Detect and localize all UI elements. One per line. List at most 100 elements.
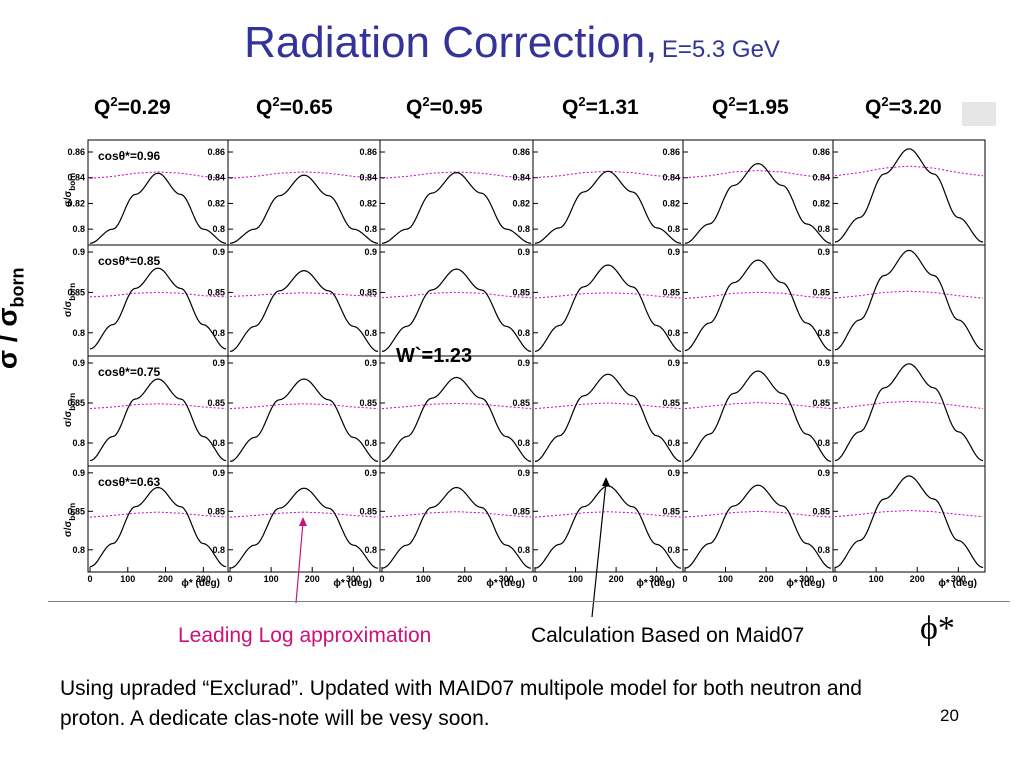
panel-frame bbox=[227, 355, 381, 467]
x-tick-label: 300 bbox=[649, 574, 664, 584]
panel-y-label-sub: born bbox=[68, 173, 77, 191]
panel-frame bbox=[227, 465, 381, 573]
maid07-curve bbox=[834, 148, 984, 243]
x-tick-label: 0 bbox=[532, 574, 537, 584]
page-number: 20 bbox=[940, 706, 959, 725]
leading-log-curve bbox=[834, 165, 984, 177]
panel-y-label-sub: born bbox=[68, 283, 77, 301]
x-tick-label: 0 bbox=[682, 574, 687, 584]
w-label: W`=1.23 bbox=[396, 345, 473, 367]
y-tick-label: 0.9 bbox=[667, 247, 680, 257]
y-tick-label: 0.9 bbox=[817, 468, 830, 478]
y-tick-label: 0.8 bbox=[517, 224, 530, 234]
y-tick-label: 0.9 bbox=[364, 468, 377, 478]
maid07-arrowhead bbox=[602, 477, 610, 486]
y-tick-label: 0.85 bbox=[359, 287, 377, 297]
maid07-curve bbox=[534, 485, 682, 569]
panel-frame bbox=[682, 465, 834, 573]
x-tick-label: 300 bbox=[196, 574, 211, 584]
x-tick-label: 100 bbox=[718, 574, 733, 584]
maid07-curve bbox=[534, 264, 682, 352]
panel-frame bbox=[379, 355, 534, 467]
maid07-curve bbox=[89, 378, 227, 462]
leading-log-curve bbox=[684, 510, 832, 518]
row-label: cosθ*=0.85 bbox=[98, 254, 161, 268]
y-tick-label: 0.9 bbox=[817, 358, 830, 368]
y-tick-label: 0.9 bbox=[517, 247, 530, 257]
maid07-curve bbox=[534, 373, 682, 462]
y-tick-label: 0.82 bbox=[662, 198, 680, 208]
leading-log-curve bbox=[89, 403, 227, 410]
y-tick-label: 0.85 bbox=[812, 287, 830, 297]
y-tick-label: 0.85 bbox=[662, 506, 680, 516]
x-axis-label: ϕ* (deg) bbox=[486, 578, 525, 589]
title-energy: E=5.3 GeV bbox=[661, 36, 780, 63]
y-tick-label: 0.8 bbox=[212, 545, 225, 555]
y-tick-label: 0.86 bbox=[359, 147, 377, 157]
leading-log-curve bbox=[534, 511, 682, 518]
divider-line bbox=[48, 601, 1010, 602]
panel-y-label-sub: born bbox=[68, 503, 77, 521]
x-tick-label: 200 bbox=[609, 574, 624, 584]
y-tick-label: 0.8 bbox=[817, 224, 830, 234]
leading-log-curve bbox=[229, 171, 379, 179]
leading-log-curve bbox=[229, 292, 379, 297]
x-axis-label: ϕ* (deg) bbox=[786, 578, 825, 589]
q2-label-4: Q2=1.31 bbox=[562, 94, 639, 119]
y-tick-label: 0.82 bbox=[512, 198, 530, 208]
y-tick-label: 0.8 bbox=[667, 545, 680, 555]
maid07-curve bbox=[834, 475, 984, 569]
x-tick-label: 100 bbox=[120, 574, 135, 584]
y-tick-label: 0.9 bbox=[72, 358, 85, 368]
y-tick-label: 0.86 bbox=[207, 147, 225, 157]
leading-log-annotation: Leading Log approximation bbox=[178, 624, 432, 647]
x-axis-label: ϕ* (deg) bbox=[181, 578, 220, 589]
y-tick-label: 0.82 bbox=[207, 198, 225, 208]
leading-log-curve bbox=[229, 511, 379, 518]
x-tick-label: 300 bbox=[499, 574, 514, 584]
y-tick-label: 0.84 bbox=[812, 173, 830, 183]
y-tick-label: 0.8 bbox=[72, 438, 85, 448]
x-tick-label: 100 bbox=[416, 574, 431, 584]
row-label: cosθ*=0.63 bbox=[98, 475, 161, 489]
maid07-curve bbox=[229, 174, 379, 244]
maid07-curve bbox=[684, 162, 832, 244]
maid07-curve bbox=[834, 249, 984, 351]
q2-label-2: Q2=0.65 bbox=[256, 94, 333, 119]
y-tick-label: 0.85 bbox=[812, 506, 830, 516]
y-tick-label: 0.85 bbox=[662, 287, 680, 297]
x-tick-label: 0 bbox=[379, 574, 384, 584]
y-tick-label: 0.85 bbox=[662, 398, 680, 408]
leading-log-curve bbox=[684, 402, 832, 410]
y-tick-label: 0.86 bbox=[512, 147, 530, 157]
y-tick-label: 0.82 bbox=[812, 198, 830, 208]
x-axis-label: ϕ* (deg) bbox=[333, 578, 372, 589]
y-tick-label: 0.86 bbox=[812, 147, 830, 157]
title-main: Radiation Correction, bbox=[244, 18, 658, 67]
y-tick-label: 0.8 bbox=[517, 438, 530, 448]
maid07-curve bbox=[89, 172, 227, 244]
y-tick-label: 0.84 bbox=[207, 173, 225, 183]
panel-frame bbox=[682, 244, 834, 357]
y-tick-label: 0.85 bbox=[67, 398, 85, 408]
panel-frame bbox=[682, 139, 834, 246]
y-tick-label: 0.8 bbox=[517, 545, 530, 555]
q2-label-3: Q2=0.95 bbox=[406, 94, 483, 119]
leading-log-curve bbox=[534, 402, 682, 410]
y-tick-label: 0.85 bbox=[359, 506, 377, 516]
maid07-arrow bbox=[591, 481, 607, 618]
leading-log-curve bbox=[381, 291, 532, 299]
y-tick-label: 0.8 bbox=[667, 224, 680, 234]
panel-frame bbox=[832, 139, 986, 246]
maid07-curve bbox=[229, 487, 379, 569]
x-tick-label: 0 bbox=[227, 574, 232, 584]
gray-box bbox=[962, 102, 996, 126]
y-tick-label: 0.85 bbox=[812, 398, 830, 408]
x-tick-label: 300 bbox=[951, 574, 966, 584]
panel-frame bbox=[227, 139, 381, 246]
x-tick-label: 100 bbox=[264, 574, 279, 584]
x-tick-label: 200 bbox=[910, 574, 925, 584]
y-tick-label: 0.84 bbox=[67, 173, 85, 183]
y-tick-label: 0.85 bbox=[512, 287, 530, 297]
leading-log-curve bbox=[834, 509, 984, 518]
